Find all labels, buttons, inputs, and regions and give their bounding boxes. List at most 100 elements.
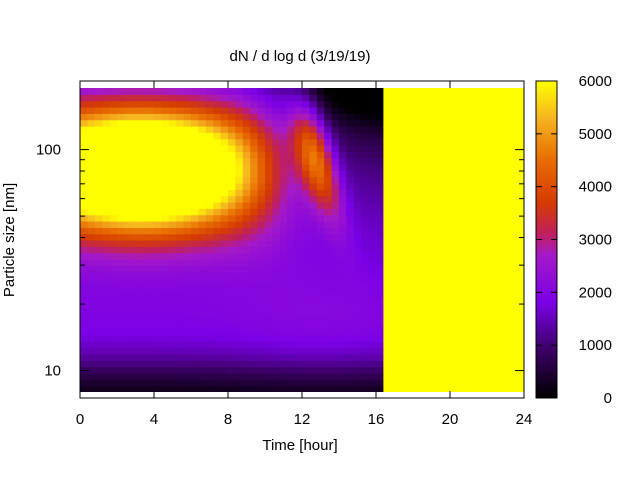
heatmap-cell (464, 297, 473, 304)
heatmap-cell (198, 290, 207, 298)
heatmap-cell (494, 157, 503, 165)
heatmap-cell (427, 360, 436, 368)
heatmap-cell (294, 341, 303, 349)
heatmap-cell (94, 202, 103, 209)
heatmap-cell (183, 138, 192, 146)
heatmap-cell (368, 297, 377, 304)
heatmap-cell (154, 246, 162, 254)
heatmap-cell (139, 189, 148, 197)
heatmap-cell (242, 94, 251, 102)
heatmap-cell (302, 341, 310, 349)
heatmap-cell (242, 316, 251, 323)
heatmap-cell (464, 214, 473, 222)
heatmap-cell (494, 278, 503, 285)
heatmap-cell (242, 347, 251, 355)
heatmap-cell (464, 183, 473, 190)
heatmap-cell (435, 170, 444, 178)
heatmap-cell (420, 189, 429, 197)
heatmap-cell (302, 170, 310, 178)
heatmap-cell (464, 176, 473, 184)
heatmap-cell (279, 385, 288, 392)
heatmap-cell (146, 322, 155, 330)
heatmap-cell (235, 88, 244, 95)
heatmap-cell (464, 202, 473, 209)
heatmap-cell (94, 385, 103, 392)
heatmap-cell (353, 227, 362, 235)
heatmap-cell (420, 240, 429, 247)
heatmap-cell (324, 88, 333, 95)
heatmap-cell (346, 379, 355, 387)
heatmap-cell (272, 94, 281, 102)
heatmap-cell (109, 322, 118, 330)
heatmap-cell (228, 284, 236, 292)
heatmap-cell (405, 221, 414, 228)
heatmap-cell (472, 221, 481, 228)
heatmap-cell (154, 379, 162, 387)
heatmap-cell (168, 195, 177, 203)
heatmap-cell (339, 366, 347, 374)
heatmap-cell (427, 176, 436, 184)
heatmap-cell (257, 265, 266, 273)
heatmap-cell (450, 170, 458, 178)
heatmap-cell (464, 88, 473, 95)
heatmap-cell (316, 119, 325, 127)
heatmap-cell (139, 347, 148, 355)
heatmap-cell (94, 265, 103, 273)
heatmap-cell (242, 202, 251, 209)
heatmap-cell (235, 360, 244, 368)
heatmap-cell (442, 335, 451, 342)
heatmap-cell (457, 290, 466, 298)
heatmap-cell (309, 385, 318, 392)
heatmap-cell (361, 189, 370, 197)
heatmap-cell (487, 341, 495, 349)
heatmap-cell (294, 113, 303, 121)
heatmap-cell (376, 126, 384, 133)
heatmap-cell (257, 360, 266, 368)
heatmap-cell (427, 126, 436, 133)
heatmap-cell (413, 290, 421, 298)
heatmap-cell (464, 94, 473, 102)
heatmap-cell (405, 119, 414, 127)
heatmap-cell (161, 354, 170, 361)
heatmap-cell (457, 322, 466, 330)
heatmap-cell (501, 227, 510, 235)
heatmap-cell (139, 297, 148, 304)
heatmap-cell (376, 100, 384, 108)
heatmap-cell (205, 233, 214, 241)
heatmap-cell (398, 100, 407, 108)
heatmap-cell (220, 265, 229, 273)
heatmap-cell (420, 151, 429, 159)
heatmap-cell (131, 271, 140, 279)
heatmap-cell (94, 119, 103, 127)
heatmap-cell (183, 214, 192, 222)
heatmap-cell (176, 278, 185, 285)
heatmap-cell (494, 138, 503, 146)
heatmap-cell (302, 233, 310, 241)
heatmap-cell (139, 107, 148, 114)
heatmap-cell (361, 195, 370, 203)
heatmap-cell (124, 328, 133, 336)
heatmap-cell (457, 360, 466, 368)
heatmap-cell (265, 214, 273, 222)
heatmap-cell (420, 145, 429, 152)
heatmap-cell (146, 297, 155, 304)
heatmap-cell (516, 278, 524, 285)
heatmap-cell (242, 208, 251, 216)
heatmap-cell (146, 335, 155, 342)
heatmap-cell (265, 354, 273, 361)
heatmap-cell (331, 252, 340, 260)
heatmap-cell (331, 354, 340, 361)
heatmap-cell (294, 360, 303, 368)
heatmap-cell (464, 113, 473, 121)
heatmap-cell (176, 221, 185, 228)
heatmap-cell (361, 316, 370, 323)
heatmap-cell (257, 88, 266, 95)
heatmap-cell (183, 246, 192, 254)
heatmap-cell (168, 278, 177, 285)
heatmap-cell (124, 335, 133, 342)
heatmap-cell (509, 208, 518, 216)
heatmap-cell (509, 221, 518, 228)
heatmap-cell (235, 335, 244, 342)
heatmap-cell (124, 309, 133, 317)
heatmap-cell (376, 88, 384, 95)
